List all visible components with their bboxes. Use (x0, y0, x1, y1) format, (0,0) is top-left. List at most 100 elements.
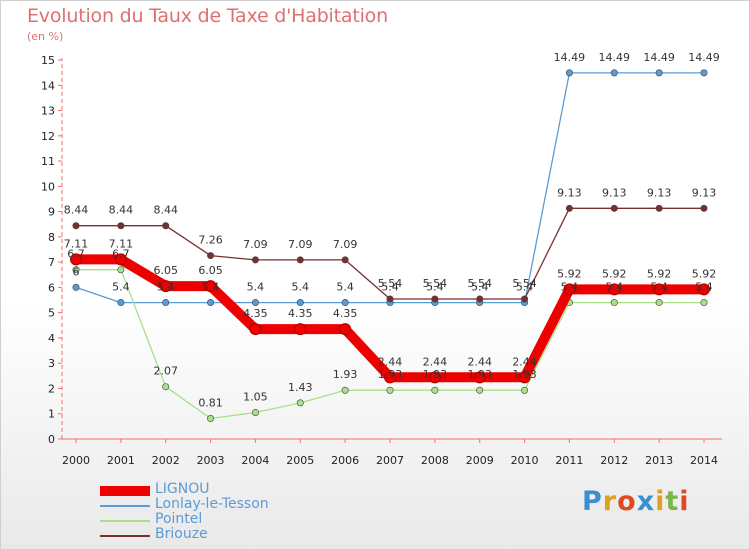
data-label: 7.09 (288, 238, 313, 251)
data-point (653, 283, 666, 296)
x-tick-label: 2007 (376, 454, 404, 467)
data-point (565, 69, 573, 77)
data-label: 8.44 (64, 204, 89, 217)
data-point (655, 69, 663, 77)
data-label: 2.44 (423, 355, 448, 368)
x-tick-label: 2001 (107, 454, 135, 467)
data-point (476, 295, 484, 303)
data-label: 5.4 (695, 281, 713, 294)
legend-label: Briouze (155, 526, 208, 542)
data-point (565, 204, 573, 212)
data-label: 6.7 (112, 248, 130, 261)
data-point (563, 283, 576, 296)
data-label: 2.44 (378, 355, 403, 368)
data-point (251, 256, 259, 264)
data-label: 5.54 (378, 277, 403, 290)
data-point (431, 386, 439, 394)
data-point (518, 371, 531, 384)
data-point (162, 299, 170, 307)
data-label: 14.49 (554, 51, 586, 64)
y-tick-label: 2 (48, 382, 55, 395)
data-label: 5.92 (602, 267, 627, 280)
data-label: 1.05 (243, 390, 268, 403)
data-point (655, 299, 663, 307)
x-tick-label: 2009 (466, 454, 494, 467)
data-label: 5.4 (336, 281, 354, 294)
x-tick-label: 2006 (331, 454, 359, 467)
data-label: 5.4 (112, 281, 130, 294)
data-point (700, 299, 708, 307)
data-label: 5.54 (423, 277, 448, 290)
data-point (610, 69, 618, 77)
x-tick-label: 2012 (600, 454, 628, 467)
data-label: 1.93 (467, 368, 492, 381)
data-point (608, 283, 621, 296)
data-label: 4.35 (333, 307, 358, 320)
data-label: 8.44 (109, 204, 134, 217)
data-label: 9.13 (647, 186, 672, 199)
x-tick-label: 2013 (645, 454, 673, 467)
data-point (159, 280, 172, 293)
data-label: 7.11 (109, 237, 134, 250)
data-label: 5.4 (247, 281, 265, 294)
chart-subtitle: (en %) (27, 30, 64, 43)
x-tick-label: 2010 (511, 454, 539, 467)
legend-swatch (100, 504, 150, 507)
data-point (207, 299, 215, 307)
data-point (296, 399, 304, 407)
data-point (72, 222, 80, 230)
data-point (521, 295, 529, 303)
y-tick-label: 15 (41, 54, 55, 67)
data-point (521, 386, 529, 394)
x-tick-label: 2003 (197, 454, 225, 467)
logo-letter: x (636, 486, 656, 517)
data-label: 1.93 (423, 368, 448, 381)
x-tick-label: 2008 (421, 454, 449, 467)
data-label: 7.09 (333, 238, 358, 251)
y-tick-label: 5 (48, 307, 55, 320)
data-label: 7.09 (243, 238, 268, 251)
data-label: 0.81 (198, 397, 223, 410)
data-label: 9.13 (602, 186, 627, 199)
data-point (70, 253, 82, 266)
data-point (339, 323, 352, 336)
data-label: 5.54 (512, 277, 537, 290)
x-tick-label: 2014 (690, 454, 718, 467)
data-label: 5.4 (381, 281, 399, 294)
y-tick-label: 8 (48, 231, 55, 244)
logo-letter: i (679, 486, 690, 517)
data-point (428, 371, 441, 384)
data-label: 5.4 (292, 281, 310, 294)
x-tick-label: 2000 (62, 454, 90, 467)
data-point (700, 204, 708, 212)
logo-letter: r (602, 486, 618, 517)
data-point (341, 256, 349, 264)
data-point (655, 204, 663, 212)
data-label: 2.44 (512, 355, 537, 368)
data-label: 5.4 (650, 281, 668, 294)
x-tick-label: 2005 (286, 454, 314, 467)
data-point (386, 295, 394, 303)
data-label: 5.4 (157, 281, 175, 294)
y-tick-label: 9 (48, 206, 55, 219)
data-label: 2.07 (153, 365, 178, 378)
data-label: 6.05 (153, 264, 178, 277)
data-point (162, 222, 170, 230)
data-label: 1.43 (288, 381, 313, 394)
logo-letter: i (655, 486, 666, 517)
data-point (473, 371, 486, 384)
y-tick-label: 0 (48, 433, 55, 446)
legend-swatch (100, 519, 150, 522)
data-label: 1.93 (378, 368, 403, 381)
data-label: 14.49 (688, 51, 720, 64)
data-point (204, 280, 217, 293)
data-point (117, 299, 125, 307)
data-label: 5.54 (467, 277, 492, 290)
data-label: 8.44 (153, 204, 178, 217)
data-point (296, 299, 304, 307)
data-point (72, 266, 80, 274)
data-label: 4.35 (243, 307, 268, 320)
data-label: 2.44 (467, 355, 492, 368)
y-tick-label: 14 (41, 79, 55, 92)
